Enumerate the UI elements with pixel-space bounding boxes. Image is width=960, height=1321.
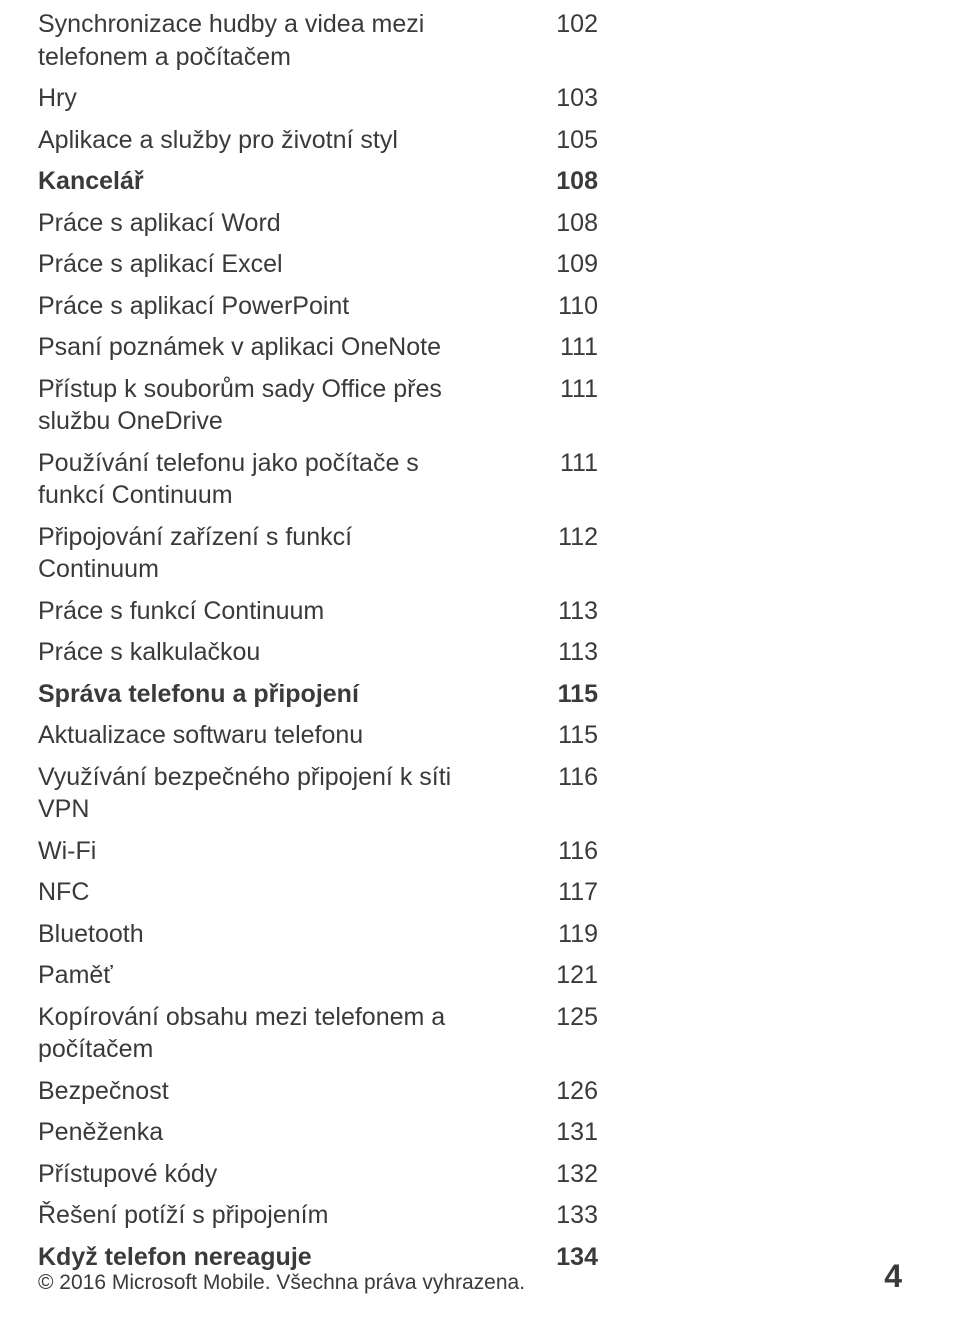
toc-row[interactable]: Práce s aplikací PowerPoint 110: [38, 290, 598, 323]
toc-entry-page: 109: [548, 248, 598, 281]
toc-entry-label: Bluetooth: [38, 918, 144, 951]
toc-entry-label: Kancelář: [38, 165, 144, 198]
toc-entry-page: 119: [548, 918, 598, 951]
toc-entry-label: Synchronizace hudby a videa mezi telefon…: [38, 8, 458, 73]
toc-entry-label: Aktualizace softwaru telefonu: [38, 719, 363, 752]
toc-row[interactable]: Využívání bezpečného připojení k síti VP…: [38, 761, 598, 826]
toc-row[interactable]: NFC 117: [38, 876, 598, 909]
toc-row[interactable]: Aplikace a služby pro životní styl 105: [38, 124, 598, 157]
toc-entry-page: 113: [548, 595, 598, 628]
toc-entry-page: 117: [548, 876, 598, 909]
toc-entry-label: Správa telefonu a připojení: [38, 678, 359, 711]
toc-entry-label: Používání telefonu jako počítače s funkc…: [38, 447, 458, 512]
toc-entry-page: 115: [548, 719, 598, 752]
footer-page-number: 4: [884, 1258, 902, 1295]
toc-entry-label: Práce s aplikací PowerPoint: [38, 290, 349, 323]
toc-entry-page: 102: [548, 8, 598, 41]
toc-entry-label: Přístup k souborům sady Office přes služ…: [38, 373, 458, 438]
toc-entry-label: Práce s funkcí Continuum: [38, 595, 324, 628]
toc-row[interactable]: Bezpečnost 126: [38, 1075, 598, 1108]
toc-entry-label: Peněženka: [38, 1116, 163, 1149]
toc-row[interactable]: Peněženka 131: [38, 1116, 598, 1149]
toc-entry-label: Přístupové kódy: [38, 1158, 217, 1191]
toc-row[interactable]: Práce s kalkulačkou 113: [38, 636, 598, 669]
toc-row[interactable]: Práce s funkcí Continuum 113: [38, 595, 598, 628]
toc-entry-page: 133: [548, 1199, 598, 1232]
toc-row[interactable]: Wi-Fi 116: [38, 835, 598, 868]
toc-entry-page: 125: [548, 1001, 598, 1034]
toc-entry-page: 111: [548, 331, 598, 364]
toc-row[interactable]: Přístup k souborům sady Office přes služ…: [38, 373, 598, 438]
toc-entry-page: 131: [548, 1116, 598, 1149]
toc-entry-page: 113: [548, 636, 598, 669]
toc-entry-page: 121: [548, 959, 598, 992]
toc-entry-label: Kopírování obsahu mezi telefonem a počít…: [38, 1001, 458, 1066]
toc-row[interactable]: Hry 103: [38, 82, 598, 115]
toc-entry-label: Aplikace a služby pro životní styl: [38, 124, 398, 157]
footer-copyright: © 2016 Microsoft Mobile. Všechna práva v…: [38, 1271, 525, 1295]
toc-entry-label: Připojování zařízení s funkcí Continuum: [38, 521, 458, 586]
toc-row[interactable]: Kancelář 108: [38, 165, 598, 198]
toc-entry-label: Práce s aplikací Excel: [38, 248, 283, 281]
toc-row[interactable]: Kopírování obsahu mezi telefonem a počít…: [38, 1001, 598, 1066]
toc-entry-label: Paměť: [38, 959, 113, 992]
toc-entry-page: 111: [548, 447, 598, 480]
toc-entry-page: 132: [548, 1158, 598, 1191]
toc-row[interactable]: Správa telefonu a připojení 115: [38, 678, 598, 711]
toc-row[interactable]: Řešení potíží s připojením 133: [38, 1199, 598, 1232]
toc-entry-page: 115: [548, 678, 598, 711]
toc-entry-page: 103: [548, 82, 598, 115]
toc-entry-page: 112: [548, 521, 598, 554]
toc-content: Synchronizace hudby a videa mezi telefon…: [0, 0, 598, 1273]
toc-entry-page: 116: [548, 761, 598, 794]
toc-entry-label: Využívání bezpečného připojení k síti VP…: [38, 761, 458, 826]
toc-entry-page: 116: [548, 835, 598, 868]
toc-entry-label: Wi-Fi: [38, 835, 96, 868]
toc-row[interactable]: Používání telefonu jako počítače s funkc…: [38, 447, 598, 512]
toc-entry-page: 111: [548, 373, 598, 406]
toc-row[interactable]: Psaní poznámek v aplikaci OneNote 111: [38, 331, 598, 364]
toc-entry-page: 110: [548, 290, 598, 323]
toc-entry-page: 105: [548, 124, 598, 157]
toc-row[interactable]: Synchronizace hudby a videa mezi telefon…: [38, 8, 598, 73]
toc-entry-label: Bezpečnost: [38, 1075, 169, 1108]
toc-entry-page: 108: [548, 165, 598, 198]
toc-entry-label: Hry: [38, 82, 77, 115]
page-footer: © 2016 Microsoft Mobile. Všechna práva v…: [38, 1258, 902, 1295]
toc-row[interactable]: Aktualizace softwaru telefonu 115: [38, 719, 598, 752]
toc-row[interactable]: Přístupové kódy 132: [38, 1158, 598, 1191]
toc-entry-page: 108: [548, 207, 598, 240]
toc-entry-page: 126: [548, 1075, 598, 1108]
toc-row[interactable]: Bluetooth 119: [38, 918, 598, 951]
toc-row[interactable]: Práce s aplikací Excel 109: [38, 248, 598, 281]
toc-entry-label: Řešení potíží s připojením: [38, 1199, 328, 1232]
toc-entry-label: Psaní poznámek v aplikaci OneNote: [38, 331, 441, 364]
toc-row[interactable]: Práce s aplikací Word 108: [38, 207, 598, 240]
toc-row[interactable]: Paměť 121: [38, 959, 598, 992]
toc-entry-label: NFC: [38, 876, 89, 909]
toc-row[interactable]: Připojování zařízení s funkcí Continuum 1…: [38, 521, 598, 586]
toc-entry-label: Práce s kalkulačkou: [38, 636, 260, 669]
toc-entry-label: Práce s aplikací Word: [38, 207, 281, 240]
